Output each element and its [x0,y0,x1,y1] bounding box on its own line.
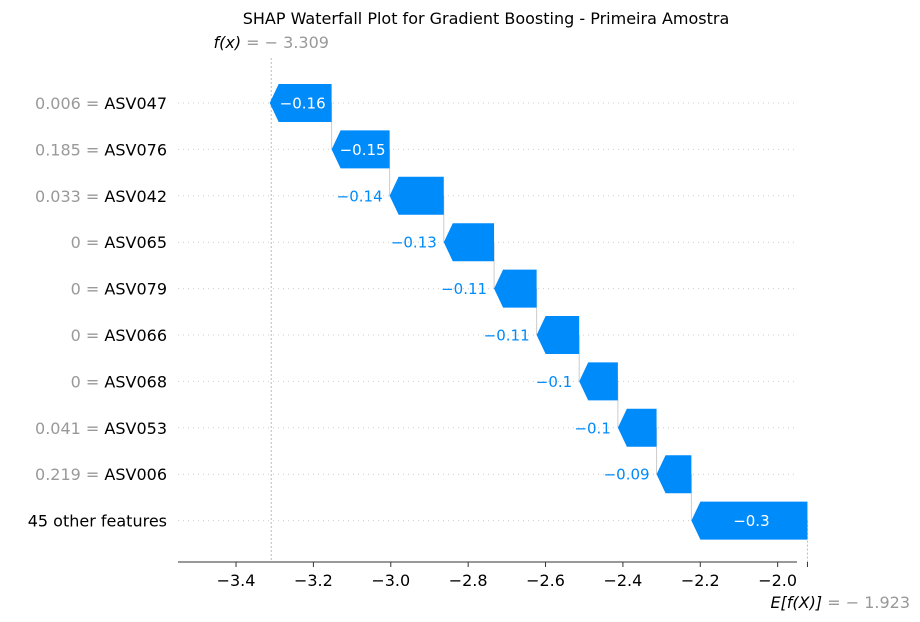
x-tick-label: −2.2 [681,571,720,590]
bar-value-label: −0.11 [441,280,487,298]
feature-value: 0.033 = [35,187,104,206]
feature-name: ASV053 [104,419,167,438]
x-axis: −3.4 −3.2 −3.0 −2.8 −2.6 −2.4 −2.2 −2.0 [178,561,808,590]
x-tick-label: −3.4 [217,571,256,590]
feature-label: 0.041 = ASV053 [35,419,167,438]
feature-name: ASV066 [104,326,167,345]
feature-label: 0 = ASV068 [71,372,167,391]
feature-value: 0.041 = [35,419,104,438]
shap-bar [579,362,618,401]
shap-bar [331,130,390,169]
bar-value-label: −0.3 [733,512,769,530]
feature-label: 0 = ASV065 [71,233,167,252]
feature-labels: 0.006 = ASV047 0.185 = ASV076 0.033 = ASV0… [28,94,167,531]
shap-bar [269,84,332,122]
feature-label: 0 = ASV066 [71,326,167,345]
shap-bar [691,501,808,540]
shap-bar [389,176,444,215]
bar-value-label: −0.16 [280,95,326,113]
shap-bar [443,223,495,262]
bar-value-label: −0.1 [574,419,610,437]
feature-label: 0.006 = ASV047 [35,94,167,113]
shap-bar [494,269,537,308]
feature-name: ASV076 [104,140,167,159]
feature-label: 0.033 = ASV042 [35,187,167,206]
efx-annotation: E[f(X)] = − 1.923 [770,593,910,612]
bar-value-label: −0.13 [391,234,437,252]
feature-label: 0 = ASV079 [71,280,167,299]
x-tick-label: −3.0 [371,571,410,590]
x-tick-label: −2.0 [758,571,797,590]
feature-value: 0.185 = [35,140,104,159]
bars-layer: −0.16 −0.15 −0.14 −0.13 −0.11 −0.11 −0.1 −0.1 −0… [269,84,808,540]
feature-value: 0 = [71,280,105,299]
efx-label: E[f(X)] [770,593,827,612]
bar-value-label: −0.15 [340,141,386,159]
annotations: f(x) = − 3.309 E[f(X)] = − 1.923 [214,33,910,612]
feature-name: 45 other features [28,512,167,531]
feature-value: 0 = [71,372,105,391]
fx-annotation: f(x) = − 3.309 [214,33,329,52]
bar-value-label: −0.1 [536,373,572,391]
x-tick-label: −2.4 [603,571,642,590]
fx-value: = − 3.309 [246,33,329,52]
feature-name: ASV042 [104,187,167,206]
shap-bar [536,316,580,354]
efx-value: = − 1.923 [827,593,910,612]
feature-label: 0.185 = ASV076 [35,140,167,159]
bar-value-label: −0.14 [337,187,383,205]
feature-value: 0 = [71,326,105,345]
fx-label: f(x) [214,33,247,52]
shap-bar [617,408,657,447]
feature-name: ASV006 [104,465,167,484]
bar-value-label: −0.11 [484,327,530,345]
feature-name: ASV068 [104,372,167,391]
feature-name: ASV065 [104,233,167,252]
feature-value: 0 = [71,233,105,252]
feature-value: 0.219 = [35,465,104,484]
feature-name: ASV047 [104,94,167,113]
feature-value: 0.006 = [35,94,104,113]
x-tick-label: −2.8 [449,571,488,590]
feature-label: 0.219 = ASV006 [35,465,167,484]
x-tick-label: −3.2 [294,571,333,590]
feature-name: ASV079 [104,280,167,299]
shap-bar [656,455,692,494]
feature-label: 45 other features [28,512,167,531]
x-tick-label: −2.6 [526,571,565,590]
bar-value-label: −0.09 [604,466,650,484]
grid-layer [178,58,808,562]
chart-title: SHAP Waterfall Plot for Gradient Boostin… [243,9,730,28]
